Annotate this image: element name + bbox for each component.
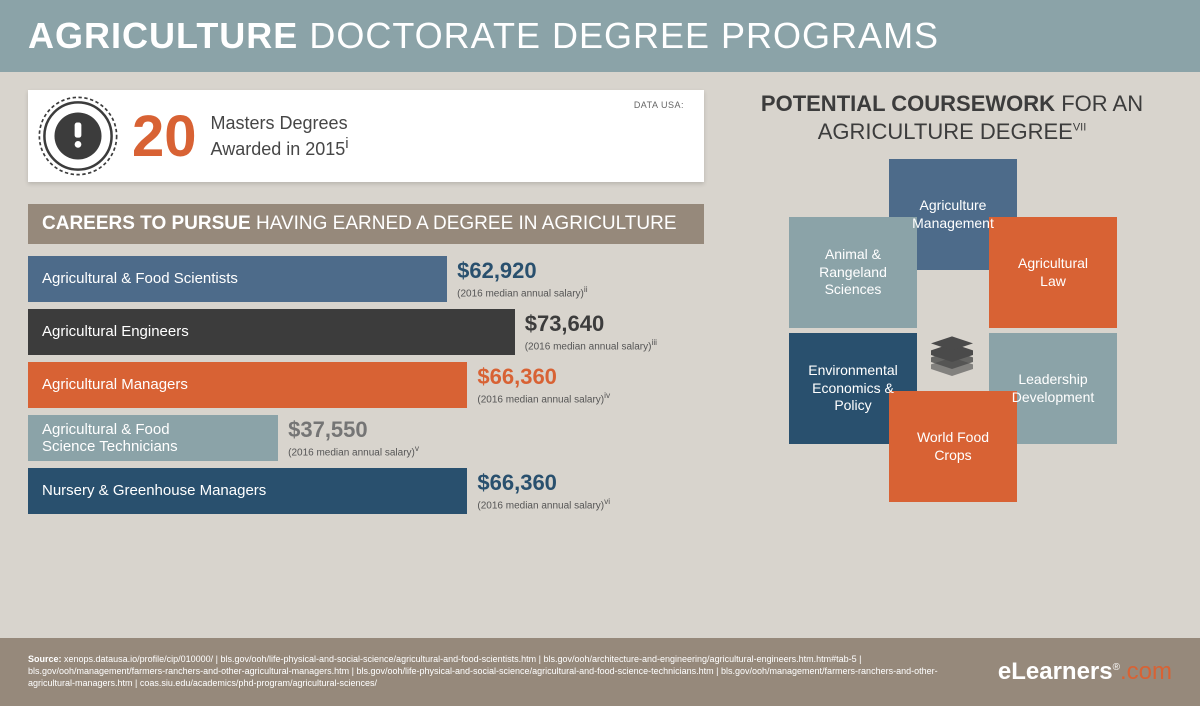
career-salary: $73,640(2016 median annual salary)iii bbox=[525, 311, 657, 352]
stat-card: 20 Masters DegreesAwarded in 2015i DATA … bbox=[28, 90, 704, 182]
career-row: Agricultural Engineers$73,640(2016 media… bbox=[28, 309, 704, 355]
stat-number: 20 bbox=[132, 103, 197, 170]
source-citation: Source: xenops.datausa.io/profile/cip/01… bbox=[28, 654, 978, 689]
data-source-label: DATA USA: bbox=[634, 100, 684, 110]
career-row: Nursery & Greenhouse Managers$66,360(201… bbox=[28, 468, 704, 514]
coursework-hex: World FoodCrops bbox=[889, 391, 1017, 502]
coursework-title: POTENTIAL COURSEWORK FOR AN AGRICULTURE … bbox=[732, 90, 1172, 145]
career-salary: $66,360(2016 median annual salary)vi bbox=[477, 470, 610, 511]
header-bar: AGRICULTURE DOCTORATE DEGREE PROGRAMS bbox=[0, 0, 1200, 72]
career-row: Agricultural Managers$66,360(2016 median… bbox=[28, 362, 704, 408]
footer: Source: xenops.datausa.io/profile/cip/01… bbox=[0, 638, 1200, 706]
coursework-hex: AgriculturalLaw bbox=[989, 217, 1117, 328]
stat-text: Masters DegreesAwarded in 2015i bbox=[211, 112, 349, 160]
career-bar: Agricultural & Food Scientists bbox=[28, 256, 447, 302]
careers-section-title: CAREERS TO PURSUE HAVING EARNED A DEGREE… bbox=[28, 204, 704, 244]
career-bar: Agricultural Managers bbox=[28, 362, 467, 408]
career-bar: Agricultural & FoodScience Technicians bbox=[28, 415, 278, 461]
career-row: Agricultural & Food Scientists$62,920(20… bbox=[28, 256, 704, 302]
coursework-hex: Animal &RangelandSciences bbox=[789, 217, 917, 328]
career-bar: Agricultural Engineers bbox=[28, 309, 515, 355]
career-salary: $62,920(2016 median annual salary)ii bbox=[457, 258, 587, 299]
careers-chart: Agricultural & Food Scientists$62,920(20… bbox=[28, 256, 704, 514]
alert-badge-icon bbox=[36, 94, 120, 178]
career-salary: $66,360(2016 median annual salary)iv bbox=[477, 364, 610, 405]
page-title: AGRICULTURE DOCTORATE DEGREE PROGRAMS bbox=[28, 15, 939, 57]
coursework-hexagons: AgricultureManagementAnimal &RangelandSc… bbox=[742, 159, 1162, 559]
books-icon bbox=[924, 327, 980, 383]
career-row: Agricultural & FoodScience Technicians$3… bbox=[28, 415, 704, 461]
elearners-logo: eLearners®.com bbox=[998, 658, 1172, 686]
career-salary: $37,550(2016 median annual salary)v bbox=[288, 417, 419, 458]
career-bar: Nursery & Greenhouse Managers bbox=[28, 468, 467, 514]
